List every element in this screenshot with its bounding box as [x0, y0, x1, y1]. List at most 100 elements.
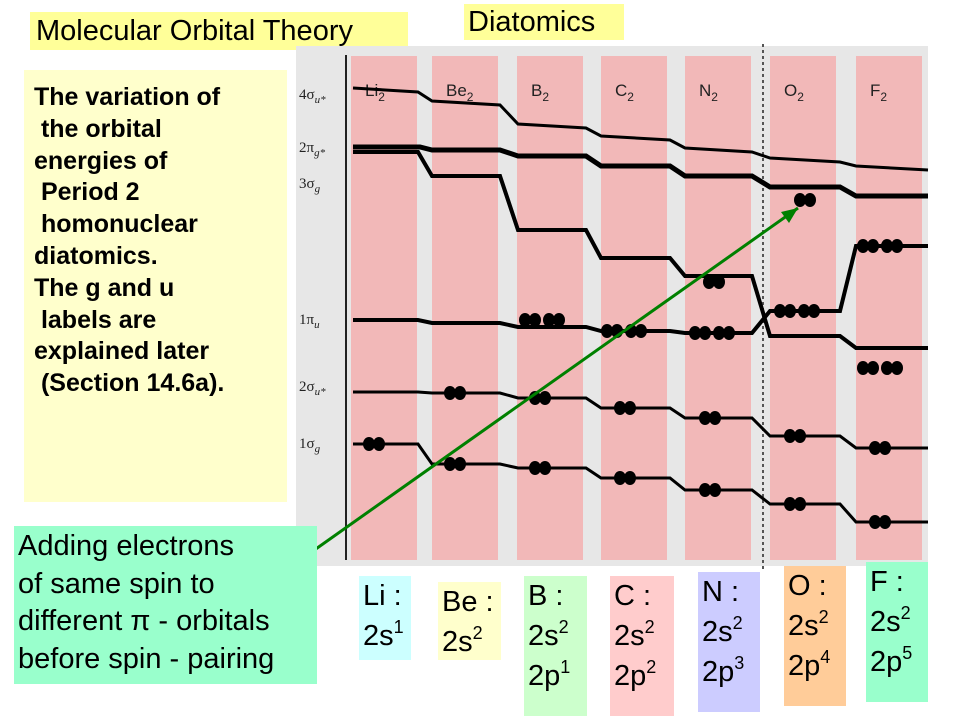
electron-dot	[614, 401, 626, 415]
config-box: C :2s2 2p2	[610, 576, 674, 716]
description-line: Period 2	[34, 178, 140, 207]
config-box: O :2s2 2p4	[784, 566, 846, 706]
electron-dot	[689, 326, 701, 340]
electron-dot	[529, 313, 541, 327]
config-orbital: 2s2	[442, 622, 501, 662]
callout-line: of same spin to	[18, 567, 215, 600]
config-orbital-name: 2s	[363, 620, 394, 652]
electron-dot	[713, 275, 725, 289]
description-line: explained later	[34, 337, 210, 366]
config-exponent: 2	[558, 617, 569, 637]
electron-dot	[881, 239, 893, 253]
config-exponent: 1	[393, 617, 404, 637]
electron-dot	[539, 391, 551, 405]
config-exponent: 2	[818, 607, 829, 627]
config-exponent: 5	[902, 643, 913, 663]
electron-dot	[794, 429, 806, 443]
config-orbital-name: 2s	[528, 620, 559, 652]
electron-dot	[784, 497, 796, 511]
config-orbital: 2p3	[702, 652, 760, 692]
electron-dot	[869, 441, 881, 455]
molecule-column	[517, 56, 583, 560]
config-orbital: 2s2	[614, 616, 674, 656]
config-box: Be : 2s2	[438, 582, 501, 660]
molecule-column	[432, 56, 498, 560]
config-orbital-name: 2p	[788, 650, 821, 682]
electron-dot	[444, 386, 456, 400]
electron-dot	[519, 313, 531, 327]
config-box: F :2s2 2p5	[866, 562, 928, 702]
diatomics-heading: Diatomics	[464, 4, 624, 40]
config-orbital: 2p2	[614, 656, 674, 696]
config-orbital-name: 2s	[870, 606, 901, 638]
description-line: the orbital	[34, 114, 162, 143]
config-exponent: 4	[820, 647, 831, 667]
electron-dot	[614, 471, 626, 485]
level-2pi-g	[353, 144, 928, 199]
electron-dot	[784, 429, 796, 443]
callout-arrowhead	[781, 208, 798, 223]
electron-dot	[891, 239, 903, 253]
electron-dot	[798, 304, 810, 318]
config-orbital: 2s2	[870, 602, 928, 642]
electron-dot	[529, 461, 541, 475]
electron-dot	[879, 441, 891, 455]
config-orbital-name: 2s	[614, 620, 645, 652]
config-orbital: 2s2	[788, 606, 846, 646]
config-orbital: 2s2	[702, 612, 760, 652]
molecule-column	[685, 56, 751, 560]
electron-dot	[624, 471, 636, 485]
electron-dot	[444, 457, 456, 471]
callout-line: Adding electrons	[18, 530, 235, 562]
electron-dot	[543, 313, 555, 327]
description-line: The g and u	[34, 273, 175, 302]
config-orbital: 2p1	[528, 656, 587, 696]
electron-dot	[699, 483, 711, 497]
electron-dot	[709, 411, 721, 425]
config-atom: N :	[702, 576, 740, 608]
description-line: homonuclear	[34, 210, 198, 239]
config-atom: F :	[870, 566, 904, 598]
electron-dot	[635, 324, 647, 338]
config-exponent: 2	[644, 617, 655, 637]
config-atom: B :	[528, 580, 564, 612]
callout-box: Adding electrons of same spin to differe…	[14, 526, 317, 684]
callout-line: before spin - pairing	[18, 642, 275, 675]
electron-dot	[699, 326, 711, 340]
config-atom: C :	[614, 580, 652, 612]
electron-dot	[454, 386, 466, 400]
config-orbital: 2p4	[788, 646, 846, 686]
description-line: diatomics.	[34, 241, 158, 270]
config-orbital-name: 2p	[614, 660, 647, 692]
electron-dot	[373, 437, 385, 451]
electron-dot	[601, 324, 613, 338]
config-atom: O :	[788, 570, 827, 602]
electron-dot	[624, 401, 636, 415]
electron-dot	[454, 457, 466, 471]
config-exponent: 3	[734, 653, 745, 673]
electron-dot	[879, 515, 891, 529]
callout-arrow	[254, 206, 799, 594]
config-orbital-name: 2p	[702, 656, 735, 688]
config-orbital: 2s1	[363, 616, 411, 656]
electron-dot	[553, 313, 565, 327]
config-orbital-name: 2p	[528, 660, 561, 692]
level-3sigma-g	[353, 150, 928, 350]
electron-dot	[867, 361, 879, 375]
electron-dot	[539, 461, 551, 475]
config-orbital-name: 2s	[442, 626, 473, 658]
electron-dot	[723, 326, 735, 340]
config-exponent: 1	[560, 657, 571, 677]
electron-dot	[784, 304, 796, 318]
config-orbital: 2s2	[528, 616, 587, 656]
config-atom: Li :	[363, 580, 402, 612]
electron-dot	[869, 515, 881, 529]
callout-line: different π - orbitals	[18, 605, 270, 637]
config-exponent: 2	[732, 613, 743, 633]
config-orbital-name: 2s	[788, 610, 819, 642]
config-exponent: 2	[646, 657, 657, 677]
config-atom: Be :	[442, 586, 494, 618]
electron-dot	[881, 361, 893, 375]
description-line: energies of	[34, 146, 168, 175]
